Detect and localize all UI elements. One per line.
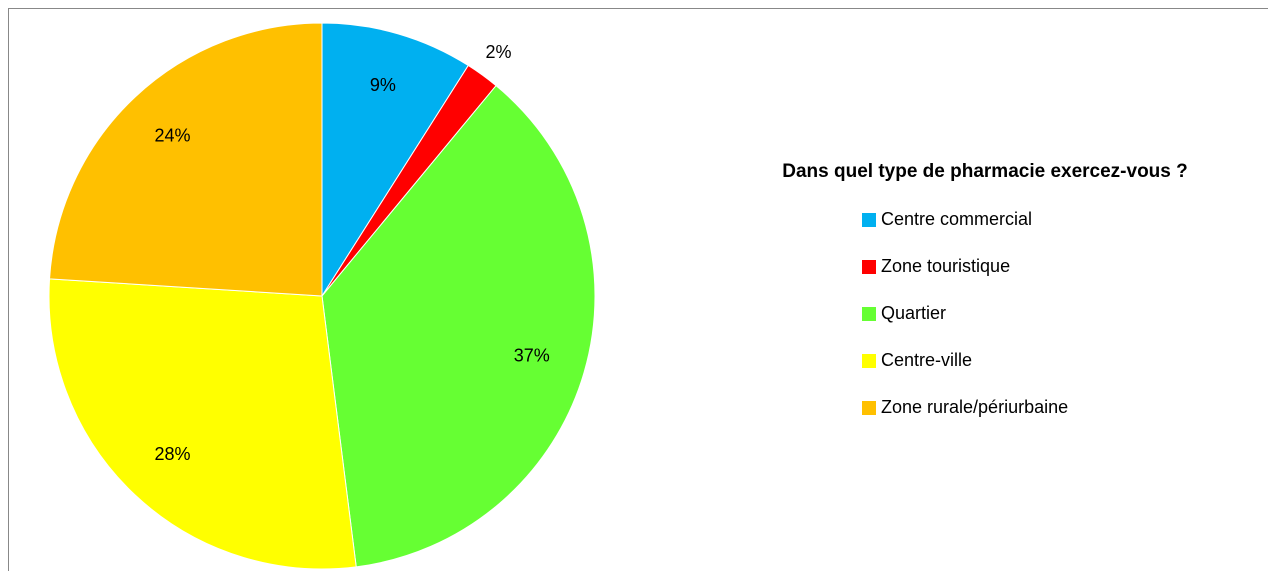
- pie-slice: [49, 22, 323, 297]
- legend-label: Centre commercial: [881, 209, 1032, 229]
- pie-slice: [321, 84, 596, 568]
- legend-swatch: [862, 213, 876, 227]
- legend-swatch: [862, 401, 876, 415]
- pie-slice: [321, 22, 469, 298]
- pie-slice: [48, 278, 357, 570]
- legend-swatch: [862, 354, 876, 368]
- legend-label: Zone rurale/périurbaine: [881, 397, 1068, 417]
- legend-label: Quartier: [881, 303, 946, 323]
- data-label: 28%: [154, 444, 190, 464]
- legend-label: Centre-ville: [881, 350, 972, 370]
- data-label: 24%: [154, 126, 190, 146]
- data-label: 37%: [514, 346, 550, 366]
- data-label: 9%: [370, 75, 396, 95]
- legend-swatch: [862, 260, 876, 274]
- chart-title: Dans quel type de pharmacie exercez-vous…: [782, 161, 1188, 182]
- legend-label: Zone touristique: [881, 256, 1010, 276]
- data-label: 2%: [486, 42, 512, 62]
- legend-swatch: [862, 307, 876, 321]
